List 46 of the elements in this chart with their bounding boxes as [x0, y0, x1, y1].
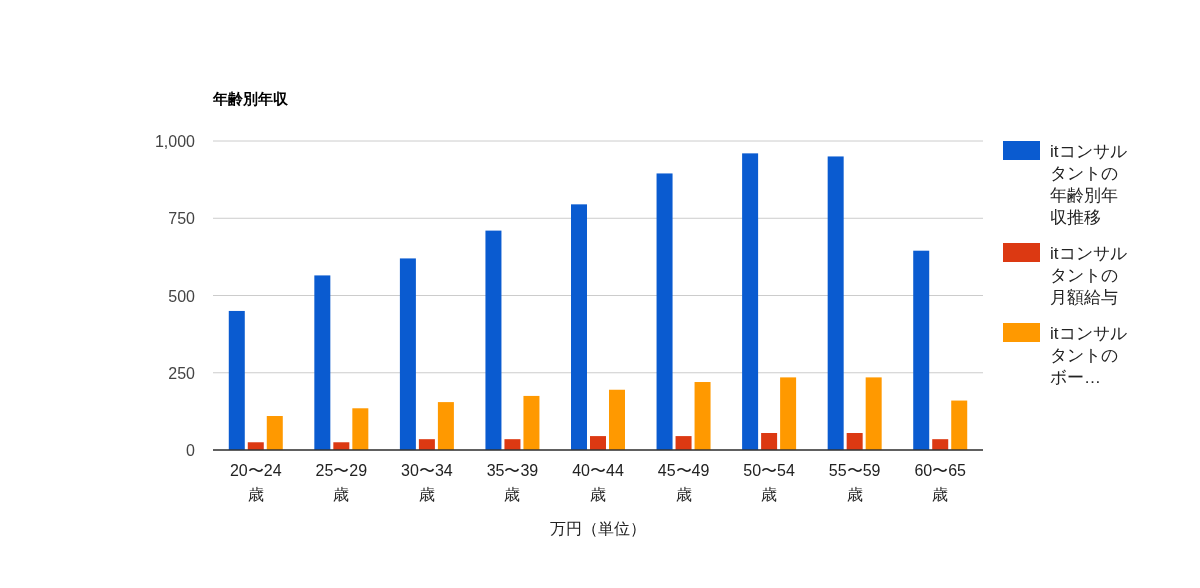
- bar: [656, 173, 673, 450]
- y-tick-label: 1,000: [154, 133, 196, 150]
- bar: [675, 436, 692, 450]
- legend-label: itコンサルタントの月額給与: [1050, 244, 1127, 307]
- bar: [865, 377, 882, 450]
- bar: [418, 439, 435, 450]
- x-tick-label: 60〜65歳: [914, 462, 967, 503]
- bar: [352, 408, 369, 450]
- x-tick-label: 20〜24歳: [229, 462, 282, 503]
- x-tick-label: 50〜54歳: [743, 462, 796, 503]
- bar: [523, 395, 540, 450]
- bar: [399, 258, 416, 450]
- bar: [694, 382, 711, 450]
- bar: [932, 439, 949, 450]
- x-tick-label: 35〜39歳: [486, 462, 539, 503]
- x-axis-title: 万円（単位）: [550, 520, 646, 537]
- bar: [951, 400, 968, 450]
- bar: [571, 204, 587, 450]
- bar: [780, 377, 797, 450]
- x-tick-label: 55〜59歳: [828, 462, 881, 503]
- y-tick-label: 0: [186, 442, 196, 459]
- bar: [247, 442, 264, 450]
- bar: [913, 250, 930, 450]
- y-tick-label: 750: [168, 210, 196, 228]
- bar: [609, 389, 625, 450]
- bar: [742, 153, 759, 450]
- bar: [504, 439, 521, 450]
- bar: [266, 416, 283, 450]
- bar: [827, 156, 844, 450]
- y-tick-label: 250: [168, 364, 196, 382]
- x-tick-label: 45〜49歳: [657, 462, 710, 503]
- legend-label: itコンサルタントの年齢別年収推移: [1050, 142, 1127, 227]
- bar: [333, 442, 350, 450]
- legend-label: itコンサルタントのボー…: [1050, 324, 1127, 387]
- bar: [590, 436, 606, 450]
- bar: [485, 230, 502, 450]
- bar: [846, 433, 863, 450]
- y-tick-label: 500: [168, 287, 196, 305]
- x-tick-label: 40〜44歳: [572, 462, 624, 503]
- bar: [228, 310, 245, 450]
- x-tick-label: 25〜29歳: [315, 462, 368, 503]
- bar: [314, 275, 331, 450]
- bar: [437, 402, 454, 450]
- x-tick-label: 30〜34歳: [401, 462, 453, 503]
- chart-title: 年齢別年収: [212, 90, 289, 107]
- bar: [761, 433, 778, 450]
